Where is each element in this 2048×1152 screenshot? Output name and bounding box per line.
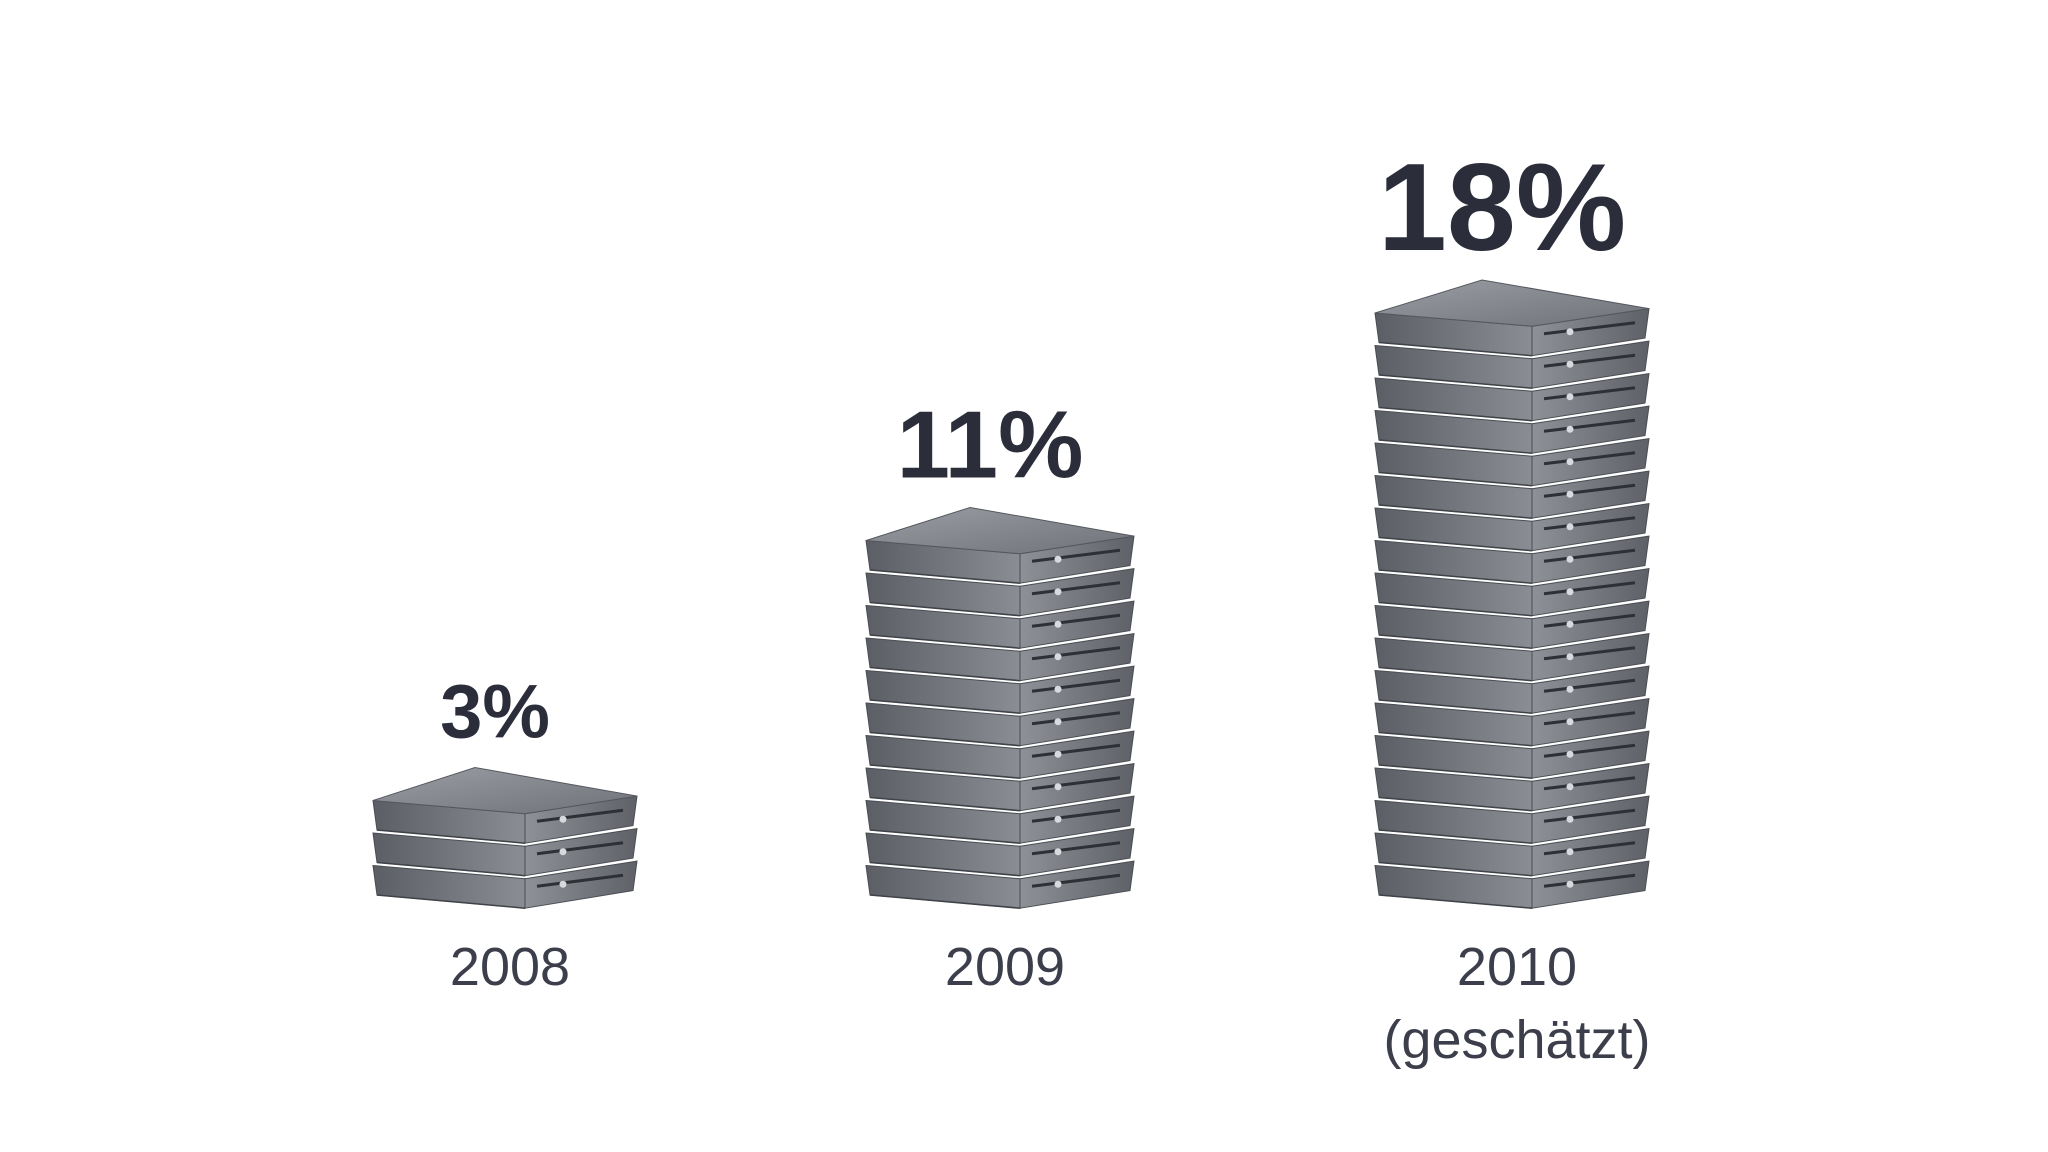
server-stack-2009 (865, 506, 1135, 909)
stacks-layer (372, 279, 1650, 909)
server-unit (865, 730, 1135, 779)
stack-top-surface (372, 766, 638, 815)
category-label-2010: 2010 (1457, 937, 1577, 997)
server-unit (1374, 730, 1650, 779)
server-unit (1374, 763, 1650, 812)
server-unit (865, 698, 1135, 747)
server-unit (865, 568, 1135, 617)
server-unit (865, 633, 1135, 682)
server-unit (865, 535, 1135, 584)
server-unit (1374, 600, 1650, 649)
server-unit (1374, 665, 1650, 714)
category-note-2010: (geschätzt) (1383, 1010, 1650, 1070)
server-unit (1374, 340, 1650, 389)
server-unit (1374, 698, 1650, 747)
stack-top-surface (865, 506, 1135, 555)
server-unit (1374, 405, 1650, 454)
server-unit (1374, 828, 1650, 877)
server-unit (865, 860, 1135, 909)
server-unit (1374, 373, 1650, 422)
category-label-2009: 2009 (945, 937, 1065, 997)
server-unit (1374, 535, 1650, 584)
server-unit (1374, 795, 1650, 844)
value-label-2009: 11% (897, 392, 1084, 499)
value-label-2008: 3% (440, 670, 550, 755)
server-unit (1374, 438, 1650, 487)
labels-layer: 3% 2008 11% 2009 18% 2010 (geschätzt) (440, 139, 1650, 1070)
server-unit (865, 665, 1135, 714)
server-stack-2010 (1374, 279, 1650, 909)
server-unit (865, 763, 1135, 812)
category-label-2008: 2008 (450, 937, 570, 997)
value-label-2010: 18% (1378, 139, 1626, 277)
server-unit (372, 860, 638, 909)
server-unit (372, 795, 638, 844)
server-unit (1374, 633, 1650, 682)
server-unit (865, 795, 1135, 844)
server-unit (865, 828, 1135, 877)
server-unit (1374, 568, 1650, 617)
server-unit (1374, 860, 1650, 909)
server-unit (1374, 470, 1650, 519)
server-unit (1374, 308, 1650, 357)
server-unit (1374, 503, 1650, 552)
server-stack-2008 (372, 766, 638, 909)
server-unit (372, 828, 638, 877)
stack-top-surface (1374, 279, 1650, 327)
server-unit (865, 600, 1135, 649)
